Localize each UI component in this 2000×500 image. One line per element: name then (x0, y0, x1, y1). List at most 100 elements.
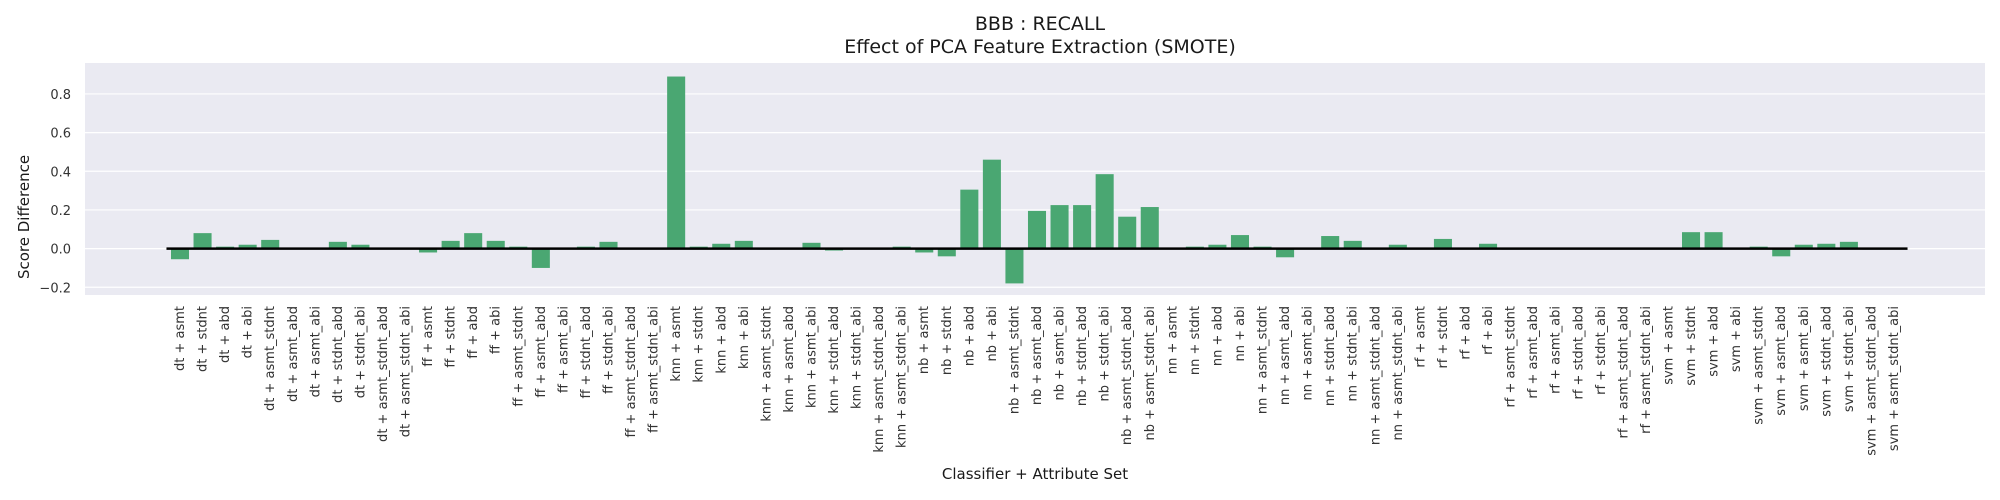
x-tick-label: rf + asmt_stdnt_abi (1639, 306, 1654, 434)
bars (170, 76, 1904, 284)
x-tick-label: knn + asmt_abi (804, 306, 819, 408)
x-tick-label: ff + stdnt (444, 306, 459, 368)
bar (915, 248, 934, 253)
bar (441, 240, 460, 249)
x-tick-label: knn + asmt_stdnt_abd (872, 306, 887, 453)
x-tick-label: ff + abd (466, 306, 481, 359)
x-tick-label: nb + stdnt (940, 306, 955, 375)
bar (1073, 205, 1092, 249)
x-tick-label: rf + stdnt_abi (1594, 306, 1609, 395)
y-tick-label: 0.0 (50, 243, 71, 258)
x-tick-label: nb + asmt_abd (1030, 306, 1045, 405)
bar (464, 233, 483, 249)
y-axis-label: Score Difference (15, 155, 33, 279)
x-tick-label: dt + asmt (173, 306, 188, 371)
x-tick-label: dt + asmt_stdnt_abi (399, 306, 414, 437)
bar (1343, 240, 1362, 249)
chart-title: BBB : RECALL (975, 13, 1106, 35)
x-tick-label: rf + abd (1459, 306, 1474, 360)
x-tick-label: nb + asmt (917, 306, 932, 374)
x-tick-label: nn + asmt_abd (1278, 306, 1293, 405)
x-tick-label: nn + asmt_stdnt_abd (1368, 306, 1383, 445)
bar (1682, 232, 1701, 249)
x-tick-label: dt + asmt_stdnt_abd (376, 306, 391, 442)
x-tick-label: nb + asmt_abi (1053, 306, 1068, 400)
x-tick-label: ff + asmt_stdnt_abi (647, 306, 662, 433)
bar (1140, 207, 1159, 249)
x-tick-label: dt + stdnt (196, 306, 211, 372)
x-tick-label: dt + stdnt_abi (353, 306, 368, 398)
bar (712, 243, 731, 249)
x-tick-label: knn + stdnt_abi (850, 306, 865, 409)
x-tick-label: ff + asmt (421, 306, 436, 367)
bar (1208, 244, 1227, 249)
x-tick-label: nn + asmt_stdnt_abi (1391, 306, 1406, 440)
y-tick-label: 0.8 (50, 88, 71, 103)
bar (1433, 238, 1452, 249)
x-tick-label: rf + stdnt (1436, 306, 1451, 369)
bar (937, 248, 956, 257)
y-tick-label: 0.2 (50, 204, 71, 219)
x-tick-label: ff + asmt_abd (534, 306, 549, 398)
x-tick-label: nb + abd (962, 306, 977, 366)
x-tick-label: ff + asmt_stdnt (511, 306, 526, 407)
bar (667, 76, 686, 249)
bar (1479, 243, 1498, 249)
x-tick-label: knn + asmt_abd (782, 306, 797, 413)
x-tick-label: svm + abi (1729, 306, 1744, 372)
bar (960, 189, 979, 249)
x-tick-label: dt + asmt_abi (308, 306, 323, 397)
bar (531, 248, 550, 268)
x-tick-label: nn + stdnt_abi (1346, 306, 1361, 401)
x-tick-label: nn + asmt_abi (1301, 306, 1316, 400)
bar (734, 240, 753, 249)
bar (1704, 232, 1723, 249)
x-axis-label: Classifier + Attribute Set (942, 465, 1128, 483)
x-tick-label: svm + asmt_abi (1797, 306, 1812, 411)
bar (261, 239, 280, 249)
bar (1321, 236, 1340, 249)
bar (802, 242, 821, 249)
bar (351, 244, 370, 249)
x-tick-label: rf + stdnt_abd (1571, 306, 1586, 400)
x-tick-label: svm + asmt_abd (1774, 306, 1789, 416)
x-axis-ticks: dt + asmt dt + stdnt dt + abd dt + abi dt + … (173, 306, 1902, 456)
y-tick-label: 0.6 (50, 127, 71, 142)
x-tick-label: rf + asmt_abd (1526, 306, 1541, 399)
x-tick-label: rf + asmt_abi (1549, 306, 1564, 394)
bar (419, 248, 438, 253)
x-tick-label: knn + asmt_stdnt (759, 306, 774, 422)
x-tick-label: nb + abi (985, 306, 1000, 361)
x-tick-label: nb + asmt_stdnt (1007, 306, 1022, 414)
x-tick-label: knn + stdnt (692, 306, 707, 383)
x-tick-label: rf + asmt_stdnt (1504, 306, 1519, 408)
plot-area (85, 63, 1985, 295)
x-tick-label: ff + stdnt_abi (602, 306, 617, 394)
x-tick-label: svm + asmt (1661, 306, 1676, 385)
bar (1118, 216, 1137, 249)
bar (1388, 244, 1407, 249)
x-tick-label: nn + stdnt (1188, 306, 1203, 375)
x-tick-label: nn + abd (1210, 306, 1225, 366)
bar (170, 248, 190, 260)
x-tick-label: dt + abi (241, 306, 256, 358)
bar (1005, 248, 1024, 284)
x-tick-label: ff + asmt_stdnt_abd (624, 306, 639, 438)
x-tick-label: nn + stdnt_abd (1323, 306, 1338, 406)
x-tick-label: svm + asmt_stdnt_abd (1864, 306, 1879, 456)
y-axis-ticks: −0.2 0.0 0.2 0.4 0.6 0.8 (39, 88, 71, 296)
x-tick-label: rf + asmt (1413, 306, 1428, 368)
x-tick-label: ff + stdnt_abd (579, 306, 594, 399)
bar (1839, 241, 1858, 249)
x-tick-label: knn + asmt_stdnt_abi (895, 306, 910, 448)
x-tick-label: svm + stdnt_abd (1819, 306, 1834, 417)
x-tick-label: nn + abi (1233, 306, 1248, 361)
x-tick-label: svm + abd (1707, 306, 1722, 377)
x-tick-label: svm + asmt_stdnt_abi (1887, 306, 1902, 451)
x-tick-label: ff + asmt_abi (556, 306, 571, 393)
x-tick-label: knn + abd (714, 306, 729, 374)
x-tick-label: dt + stdnt_abd (331, 306, 346, 403)
x-tick-label: nb + asmt_stdnt_abi (1143, 306, 1158, 440)
bar (486, 240, 505, 249)
